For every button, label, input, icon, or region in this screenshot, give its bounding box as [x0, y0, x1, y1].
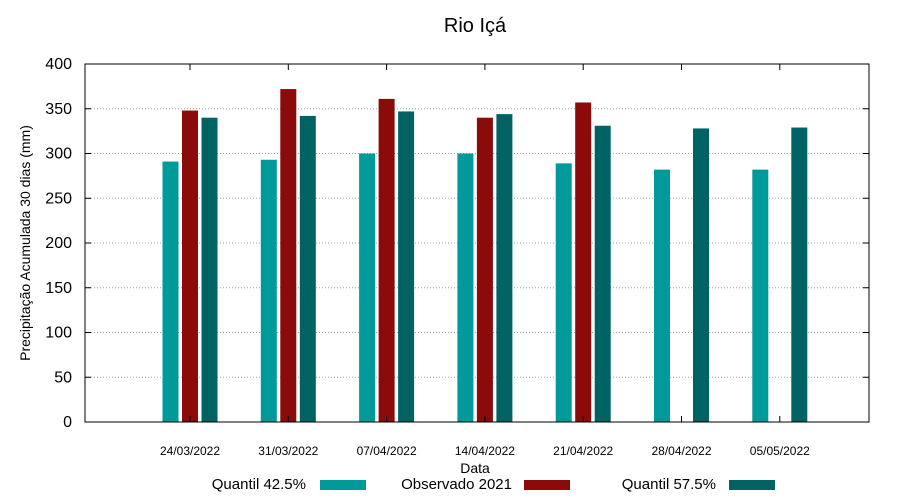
y-tick-label: 150 [45, 280, 72, 297]
y-tick-label: 400 [45, 56, 72, 73]
bar-quantil-42-5--0 [162, 161, 179, 422]
bar-quantil-42-5--4 [555, 163, 572, 422]
x-tick-label: 14/04/2022 [455, 444, 515, 458]
bar-quantil-57-5--5 [693, 128, 709, 422]
x-axis-label: Data [460, 460, 490, 476]
bars [162, 89, 808, 423]
bar-quantil-57-5--3 [496, 114, 513, 423]
y-tick-label: 250 [45, 190, 72, 207]
y-tick-label: 350 [45, 101, 72, 118]
x-tick-label: 07/04/2022 [357, 444, 417, 458]
bar-observado-2021-0 [182, 110, 198, 422]
x-tick-label: 28/04/2022 [651, 444, 711, 458]
bar-observado-2021-2 [378, 98, 395, 422]
legend-swatch [729, 480, 775, 490]
legend-swatch [320, 480, 366, 490]
y-tick-labels: 0 50 100 150 200 250 300 350 400 [45, 56, 869, 431]
bar-quantil-42-5--1 [260, 159, 277, 422]
legend-label: Quantil 42.5% [212, 476, 306, 493]
legend-label: Quantil 57.5% [622, 476, 716, 493]
x-tick-labels: 24/03/2022 31/03/2022 07/04/2022 14/04/2022… [160, 64, 810, 458]
bar-quantil-42-5--6 [752, 169, 769, 422]
x-tick-label: 31/03/2022 [258, 444, 318, 458]
bar-quantil-57-5--0 [201, 117, 218, 422]
y-tick-label: 100 [45, 325, 72, 342]
y-tick-label: 200 [45, 235, 72, 252]
x-tick-label: 05/05/2022 [750, 444, 810, 458]
bar-observado-2021-4 [575, 102, 592, 423]
y-axis-label: Precipitação Acumulada 30 dias (mm) [17, 125, 33, 361]
bar-quantil-57-5--6 [791, 127, 808, 423]
bar-quantil-57-5--4 [594, 125, 611, 422]
bar-quantil-57-5--1 [299, 115, 316, 422]
y-tick-label: 50 [54, 369, 72, 386]
bar-quantil-57-5--2 [398, 111, 415, 422]
bar-quantil-42-5--3 [457, 153, 474, 422]
bar-quantil-42-5--2 [359, 153, 376, 422]
chart-title: Rio Içá [444, 15, 507, 37]
y-tick-label: 300 [45, 146, 72, 163]
bar-observado-2021-3 [476, 117, 493, 422]
x-tick-label: 24/03/2022 [160, 444, 220, 458]
x-tick-label: 21/04/2022 [553, 444, 613, 458]
legend: Quantil 42.5% Observado 2021 Quantil 57.5% [212, 476, 775, 493]
legend-swatch [524, 480, 570, 490]
legend-label: Observado 2021 [401, 476, 512, 493]
bar-observado-2021-1 [280, 89, 297, 422]
y-tick-label: 0 [63, 414, 72, 431]
bar-quantil-42-5--5 [654, 169, 670, 422]
